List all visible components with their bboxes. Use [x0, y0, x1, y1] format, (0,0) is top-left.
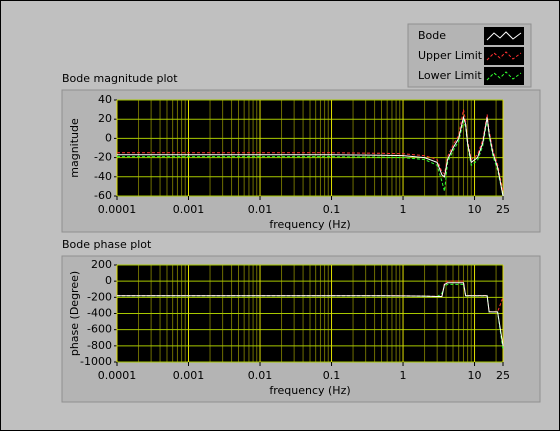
- x-tick-label: 10: [468, 369, 482, 382]
- x-tick-label: 0.01: [248, 369, 273, 382]
- x-tick-label: 0.001: [173, 369, 205, 382]
- x-tick-label: 0.01: [248, 203, 273, 216]
- x-tick-label: 0.0001: [98, 369, 137, 382]
- x-tick-label: 1: [400, 203, 407, 216]
- legend-swatch: [486, 71, 522, 81]
- y-tick-label: -20: [94, 151, 112, 164]
- legend-label: Lower Limit: [418, 69, 482, 82]
- legend-swatch-bg: [484, 67, 524, 85]
- x-tick-label: 25: [496, 203, 510, 216]
- y-tick-label: 20: [98, 112, 112, 125]
- x-tick-label: 0.0001: [98, 203, 137, 216]
- legend-swatch: [486, 51, 522, 61]
- y-axis-label: phase (Degree): [68, 271, 81, 356]
- series-line: [117, 282, 504, 346]
- x-tick-label: 1: [400, 369, 407, 382]
- legend-swatch-bg: [484, 47, 524, 65]
- y-tick-label: -600: [87, 323, 112, 336]
- x-tick-label: 10: [468, 203, 482, 216]
- legend-swatch: [486, 31, 522, 41]
- x-tick-label: 25: [496, 369, 510, 382]
- y-tick-label: -400: [87, 307, 112, 320]
- chart-title: Bode magnitude plot: [62, 72, 178, 85]
- x-tick-label: 0.1: [323, 203, 341, 216]
- legend-label: Bode: [418, 29, 446, 42]
- legend-swatch-bg: [484, 27, 524, 45]
- y-tick-label: 0: [105, 274, 112, 287]
- y-tick-label: -200: [87, 290, 112, 303]
- y-tick-label: -1000: [80, 355, 112, 368]
- chart-title: Bode phase plot: [62, 238, 152, 251]
- y-tick-label: 40: [98, 93, 112, 106]
- y-tick-label: -800: [87, 339, 112, 352]
- y-axis-label: magnitude: [68, 118, 81, 178]
- y-tick-label: 200: [91, 258, 112, 271]
- series-line: [117, 109, 504, 192]
- x-axis-label: frequency (Hz): [269, 218, 350, 231]
- x-axis-label: frequency (Hz): [269, 384, 350, 397]
- series-line: [117, 119, 504, 197]
- y-tick-label: -40: [94, 170, 112, 183]
- series-line: [117, 115, 504, 197]
- x-tick-label: 0.1: [323, 369, 341, 382]
- x-tick-label: 0.001: [173, 203, 205, 216]
- y-tick-label: 0: [105, 131, 112, 144]
- y-tick-label: -60: [94, 189, 112, 202]
- legend-label: Upper Limit: [418, 49, 483, 62]
